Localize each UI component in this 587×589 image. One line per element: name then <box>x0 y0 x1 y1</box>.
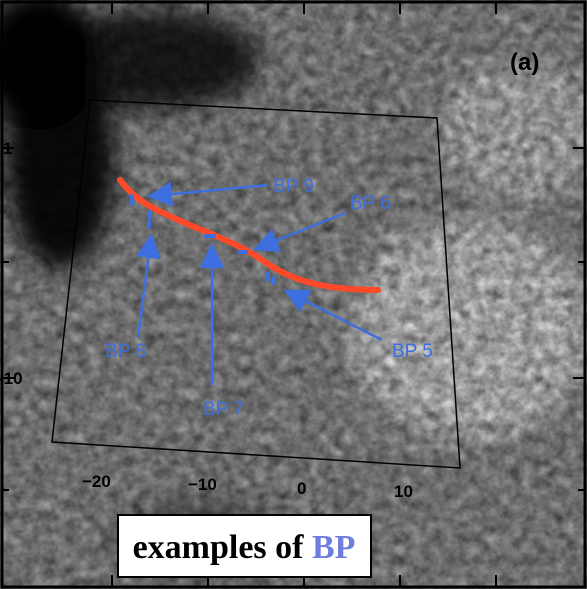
annotation: BP 8 <box>105 341 146 362</box>
caption: examples of BP <box>133 529 356 566</box>
arrows <box>136 181 383 385</box>
caption-box <box>117 514 372 578</box>
y-tick-label: -10 <box>0 369 23 388</box>
x-tick-label: 10 <box>394 482 413 501</box>
annotation: BP 7 <box>203 399 244 420</box>
x-tick-label: 0 <box>297 479 306 498</box>
annotation: BP 5 <box>392 341 433 362</box>
bp-dashes <box>130 194 276 285</box>
panel-label: (a) <box>510 49 539 76</box>
annotation: BP 6 <box>350 193 391 214</box>
red-trace <box>117 177 381 293</box>
y-tick-label: 1 <box>3 139 12 158</box>
x-tick-label: −20 <box>82 472 111 491</box>
caption-text: examples of <box>133 529 305 566</box>
field-outline <box>51 99 461 469</box>
annotation: BP 9 <box>273 176 314 197</box>
x-tick-label: −10 <box>188 475 217 494</box>
caption-highlight: BP <box>312 529 355 566</box>
